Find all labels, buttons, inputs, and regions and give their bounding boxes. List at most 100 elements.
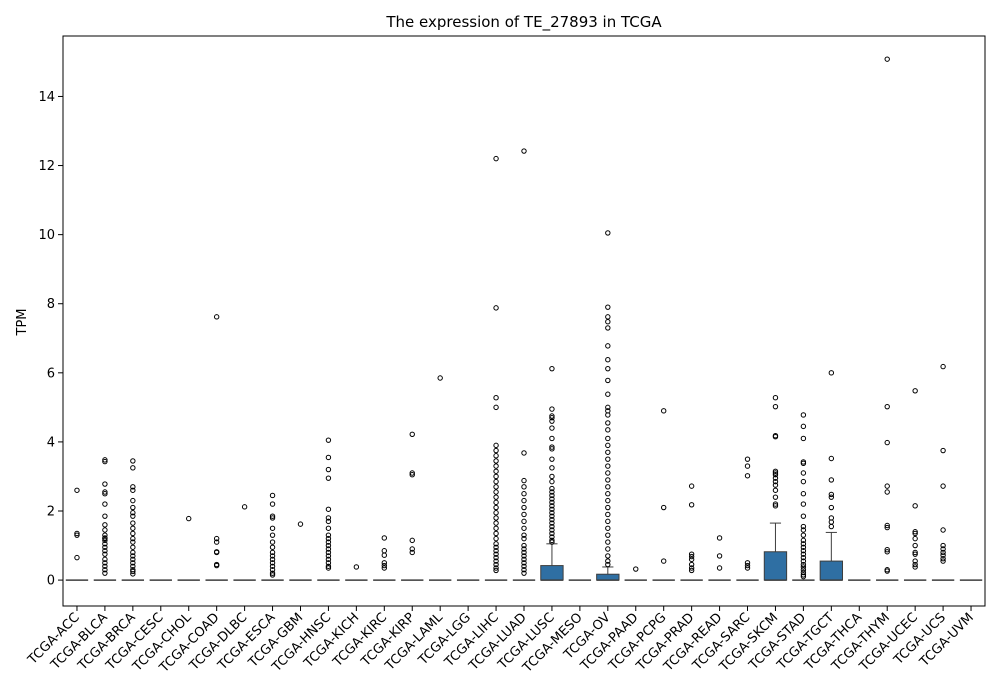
box-group-tcga-esca: [261, 492, 284, 581]
outlier-point: [493, 561, 499, 568]
outlier-point: [213, 535, 220, 542]
outlier-point: [549, 365, 555, 372]
box-group-tcga-kich: [345, 564, 368, 581]
outlier-point: [325, 475, 332, 481]
outlier-point: [605, 504, 611, 511]
outlier-point: [912, 503, 918, 509]
outlier-point: [912, 549, 918, 556]
outlier-point: [549, 478, 555, 485]
outlier-point: [102, 563, 108, 569]
outlier-point: [772, 501, 779, 507]
outlier-point: [716, 535, 723, 541]
y-tick-label: 14: [38, 90, 55, 105]
outlier-point: [605, 427, 611, 433]
outlier-point: [102, 491, 108, 497]
outlier-point: [800, 478, 807, 485]
outlier-point: [605, 518, 611, 525]
outlier-point: [493, 458, 499, 464]
outlier-point: [605, 343, 611, 349]
outlier-point: [102, 541, 108, 547]
outlier-point: [102, 570, 108, 576]
outlier-point: [800, 491, 807, 497]
outlier-point: [772, 475, 779, 481]
outlier-point: [828, 491, 835, 498]
outlier-point: [269, 556, 276, 563]
box-group-tcga-hnsc: [317, 437, 340, 581]
outlier-point: [102, 532, 108, 538]
outlier-point: [102, 560, 108, 566]
outlier-point: [549, 435, 555, 442]
y-tick-label: 8: [47, 297, 55, 312]
box-rect: [596, 573, 620, 581]
outlier-point: [549, 444, 555, 450]
outlier-point: [437, 375, 443, 381]
outlier-point: [325, 454, 332, 461]
box-group-tcga-gbm: [289, 521, 312, 581]
outlier-point: [549, 492, 555, 499]
outlier-point: [800, 537, 807, 544]
outlier-point: [772, 472, 779, 478]
outlier-point: [884, 546, 890, 553]
outlier-point: [241, 504, 248, 510]
outlier-point: [800, 564, 807, 570]
outlier-point: [912, 529, 918, 535]
y-tick-label: 6: [47, 366, 55, 381]
outlier-point: [325, 565, 332, 571]
outlier-point: [102, 551, 108, 557]
outlier-point: [493, 558, 499, 564]
outlier-point: [493, 305, 499, 311]
outlier-point: [688, 553, 695, 560]
outlier-point: [605, 412, 611, 418]
outlier-point: [325, 506, 332, 512]
outlier-point: [493, 554, 499, 561]
outlier-point: [213, 314, 220, 320]
outlier-point: [772, 470, 779, 476]
outlier-point: [912, 558, 918, 564]
box-rect: [540, 565, 564, 581]
outlier-point: [130, 465, 136, 471]
outlier-point: [549, 510, 555, 516]
outlier-point: [325, 466, 332, 473]
outlier-point: [130, 525, 136, 531]
outlier-point: [102, 458, 108, 465]
outlier-point: [186, 515, 192, 522]
outlier-point: [269, 570, 276, 576]
outlier-point: [605, 553, 611, 559]
outlier-point: [102, 522, 108, 528]
outlier-point: [325, 556, 332, 563]
box-rect: [819, 560, 844, 581]
outlier-point: [688, 483, 695, 489]
outlier-point: [521, 542, 527, 549]
box-group-tcga-ucec: [903, 388, 927, 581]
outlier-point: [744, 463, 751, 469]
outlier-point: [521, 563, 527, 569]
outlier-point: [800, 435, 807, 442]
outlier-point: [800, 573, 807, 580]
outlier-point: [521, 477, 527, 484]
outlier-point: [605, 463, 611, 469]
outlier-point: [269, 492, 276, 499]
outlier-point: [605, 404, 611, 411]
outlier-point: [884, 549, 890, 555]
outlier-point: [493, 463, 499, 469]
outlier-point: [269, 553, 276, 559]
outlier-point: [102, 457, 108, 463]
outlier-point: [688, 551, 695, 557]
outlier-point: [688, 567, 695, 574]
outlier-point: [269, 539, 276, 545]
outlier-point: [409, 546, 415, 552]
outlier-point: [605, 318, 611, 325]
outlier-point: [800, 470, 807, 476]
outlier-point: [605, 532, 611, 538]
outlier-point: [800, 412, 807, 418]
outlier-point: [800, 551, 807, 557]
outlier-point: [493, 404, 499, 411]
outlier-point: [549, 446, 555, 452]
outlier-point: [549, 406, 555, 412]
outlier-point: [521, 497, 527, 504]
outlier-point: [744, 562, 751, 569]
box-group-tcga-dlbc: [233, 504, 256, 581]
outlier-point: [605, 356, 611, 363]
outlier-point: [521, 491, 527, 497]
box-group-tcga-coad: [205, 314, 228, 581]
